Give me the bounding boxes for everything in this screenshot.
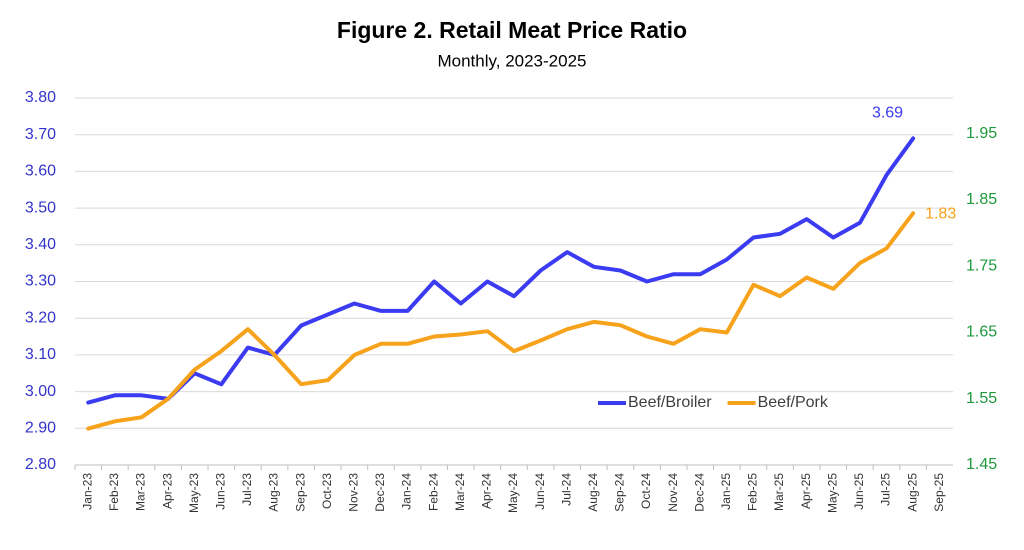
x-tick-label: Aug-24 [586,473,600,512]
y-tick-label: 3.30 [25,273,56,290]
y-tick-label: 3.00 [25,383,56,400]
x-tick-label: Jan-24 [400,473,414,510]
x-tick-label: Nov-24 [666,473,680,512]
x-tick-label: Mar-23 [134,473,148,511]
x-tick-label: Mar-25 [772,473,786,511]
x-tick-label: Nov-23 [347,473,361,512]
x-tick-label: Apr-25 [799,473,813,509]
x-tick-label: Jan-23 [80,473,94,510]
line-series [86,136,916,405]
y-tick-label: 3.80 [25,89,56,106]
x-tick-label: Jun-24 [533,473,547,510]
x-tick-label: Oct-23 [320,473,334,509]
x-tick-label: May-24 [506,473,520,513]
data-label: 1.83 [925,205,956,222]
y-tick-label: 3.10 [25,346,56,363]
x-tick-label: Oct-24 [639,473,653,509]
x-tick-label: Feb-24 [426,473,440,511]
y-tick-label: 2.80 [25,456,56,473]
x-tick-label: Apr-23 [160,473,174,509]
x-tick-label: Sep-25 [932,473,946,512]
chart-title: Figure 2. Retail Meat Price Ratio [337,17,687,43]
x-tick-label: Sep-24 [613,473,627,512]
x-tick-label: Dec-23 [373,473,387,512]
legend-label: Beef/Broiler [628,394,712,411]
y2-tick-label: 1.95 [966,125,997,142]
x-tick-label: May-23 [187,473,201,513]
x-tick-label: Aug-23 [267,473,281,512]
line-series [86,211,916,431]
chart-subtitle: Monthly, 2023-2025 [437,51,586,70]
x-tick-label: Feb-23 [107,473,121,511]
x-tick-label: Sep-23 [293,473,307,512]
y-tick-label: 3.60 [25,163,56,180]
x-tick-label: Mar-24 [453,473,467,511]
x-tick-label: Jan-25 [719,473,733,510]
x-tick-label: Dec-24 [692,473,706,512]
x-tick-label: Jul-25 [879,473,893,506]
x-tick-label: Apr-24 [480,473,494,509]
legend-label: Beef/Pork [758,394,829,411]
y2-tick-label: 1.75 [966,257,997,274]
x-tick-label: Aug-25 [905,473,919,512]
y-tick-label: 3.40 [25,236,56,253]
y-tick-label: 3.20 [25,309,56,326]
x-tick-label: Jul-23 [240,473,254,506]
x-tick-label: Feb-25 [746,473,760,511]
x-tick-label: May-25 [825,473,839,513]
y-tick-label: 2.90 [25,420,56,437]
x-tick-label: Jun-25 [852,473,866,510]
x-tick-label: Jun-23 [214,473,228,510]
y2-tick-label: 1.65 [966,324,997,341]
y2-tick-label: 1.55 [966,390,997,407]
y-tick-label: 3.50 [25,199,56,216]
y2-tick-label: 1.45 [966,456,997,473]
data-label: 3.69 [872,105,903,122]
y-tick-label: 3.70 [25,126,56,143]
y2-tick-label: 1.85 [966,191,997,208]
x-tick-label: Jul-24 [559,473,573,506]
